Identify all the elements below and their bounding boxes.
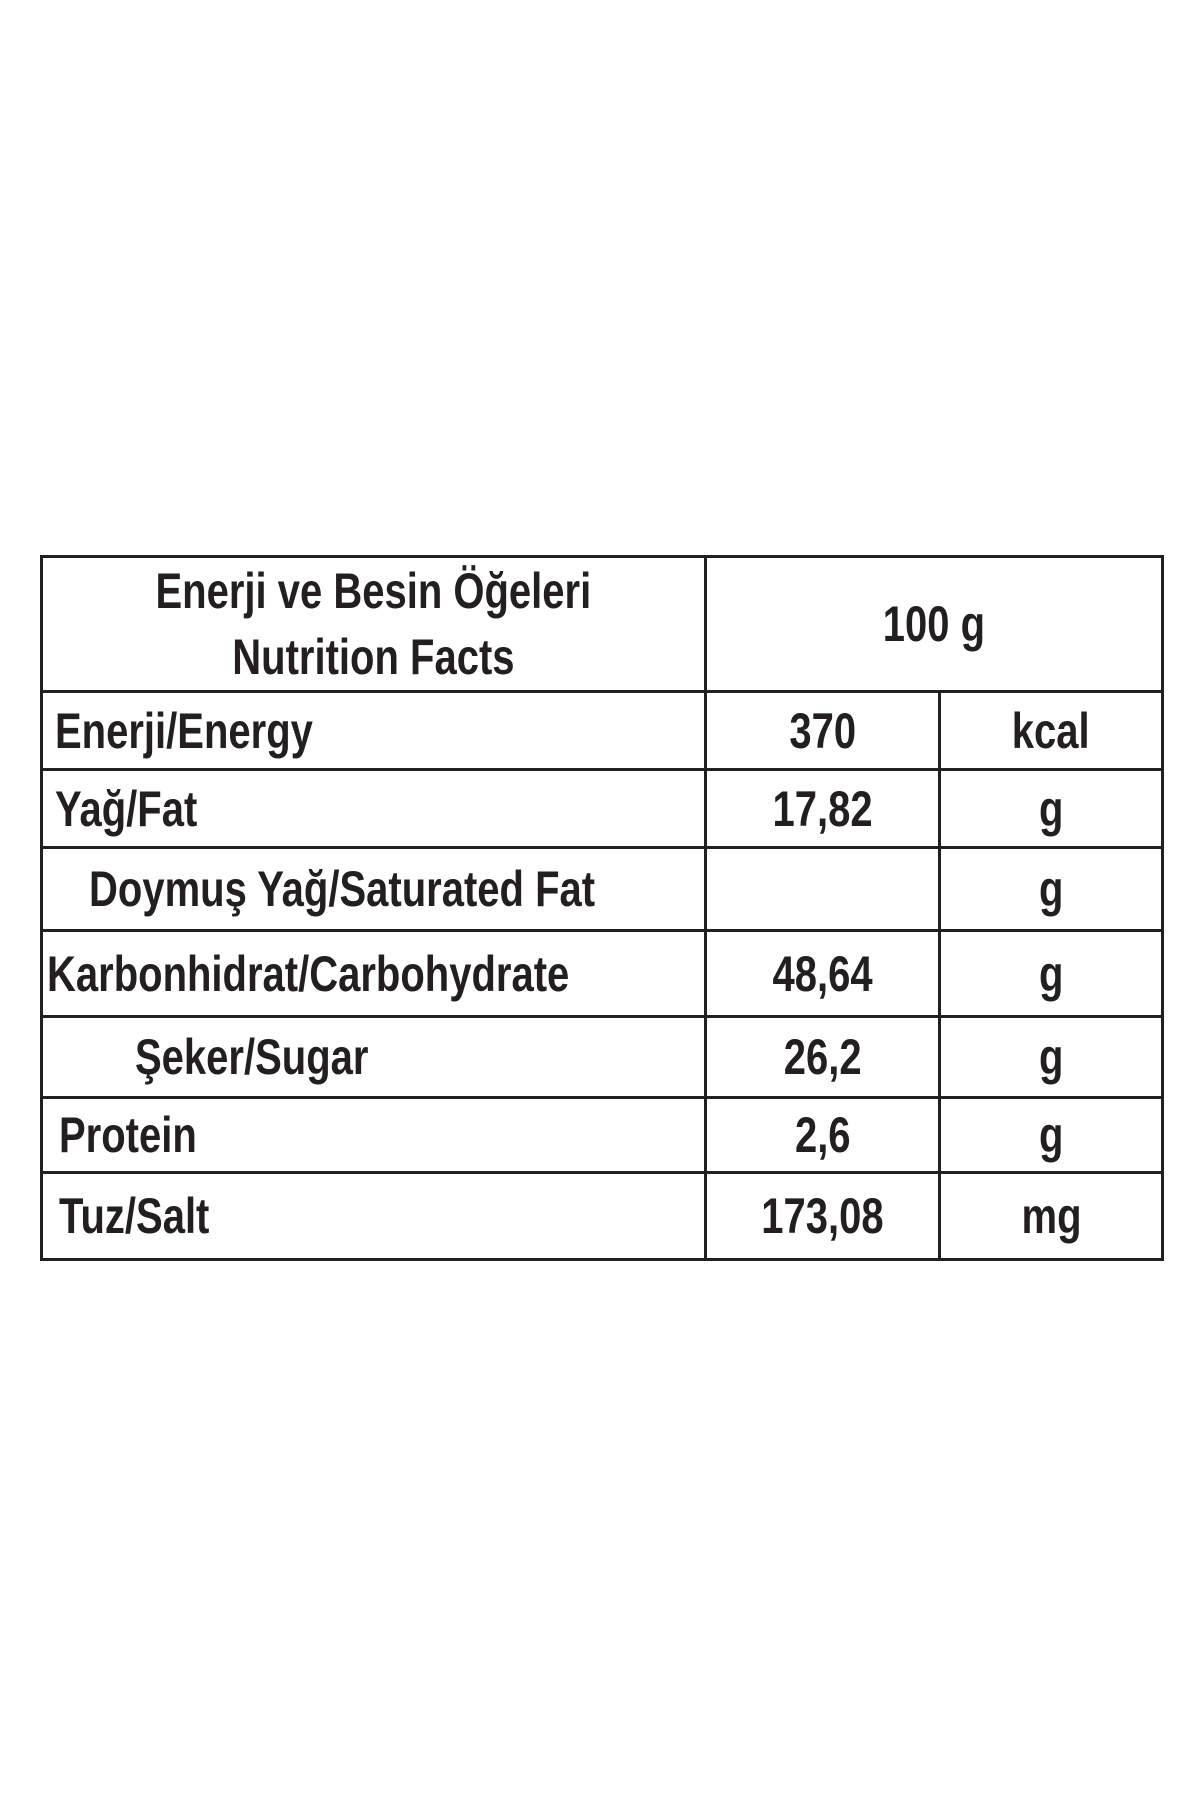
nutrient-unit-cell: g [937,1015,1165,1099]
nutrient-label: Tuz/Salt [59,1188,210,1244]
nutrient-value-cell: 48,64 [704,929,941,1018]
nutrient-value-cell: 370 [704,690,941,771]
nutrient-unit: g [1038,1107,1064,1163]
nutrient-row: Yağ/Fat 17,82 g [40,768,1165,849]
header-amount-cell: 100 g [703,555,1165,693]
nutrition-table: Enerji ve Besin Öğeleri Nutrition Facts … [40,555,1165,1261]
nutrient-label: Doymuş Yağ/Saturated Fat [89,861,596,917]
nutrient-unit: mg [1021,1188,1081,1244]
nutrient-value: 2,6 [794,1107,851,1163]
nutrient-label: Yağ/Fat [55,780,198,837]
nutrient-value-cell: 173,08 [704,1171,941,1261]
nutrient-label: Karbonhidrat/Carbohydrate [47,945,570,1002]
nutrient-value-cell: 17,82 [704,768,941,849]
header-title-line: Enerji ve Besin Öğeleri [155,563,592,619]
nutrient-value-cell [704,846,941,932]
nutrient-unit: kcal [1012,702,1090,759]
nutrient-value: 17,82 [772,780,873,837]
nutrient-row: Karbonhidrat/Carbohydrate 48,64 g [40,929,1165,1018]
nutrient-unit-cell: g [937,846,1165,932]
nutrient-value: 26,2 [783,1029,862,1085]
nutrient-unit: g [1038,861,1064,917]
nutrient-row: Şeker/Sugar 26,2 g [40,1015,1165,1099]
nutrient-value: 173,08 [761,1188,884,1244]
nutrient-value-cell: 26,2 [704,1015,941,1099]
nutrient-label-cell: Karbonhidrat/Carbohydrate [40,929,707,1018]
nutrient-unit-cell: g [937,929,1165,1018]
nutrient-row: Protein 2,6 g [40,1096,1165,1174]
nutrient-unit: g [1038,945,1064,1002]
nutrient-value-cell: 2,6 [704,1096,941,1174]
header-title-cell: Enerji ve Besin Öğeleri Nutrition Facts [40,555,707,693]
nutrient-label-cell: Protein [40,1096,707,1174]
nutrient-label-cell: Şeker/Sugar [40,1015,707,1099]
nutrient-label-cell: Yağ/Fat [40,768,707,849]
nutrient-label: Protein [59,1107,197,1163]
nutrient-row: Tuz/Salt 173,08 mg [40,1171,1165,1261]
nutrient-unit-cell: mg [937,1171,1165,1261]
nutrient-label-cell: Doymuş Yağ/Saturated Fat [40,846,707,932]
nutrient-value: 370 [789,702,856,759]
nutrient-unit: g [1038,780,1064,837]
nutrient-unit: g [1038,1029,1064,1085]
header-row: Enerji ve Besin Öğeleri Nutrition Facts … [40,555,1165,693]
nutrient-row: Doymuş Yağ/Saturated Fat g [40,846,1165,932]
header-title-line: Nutrition Facts [232,629,515,685]
nutrient-label-cell: Tuz/Salt [40,1171,707,1261]
nutrient-unit-cell: g [937,768,1165,849]
nutrient-value: 48,64 [772,945,873,1002]
nutrient-row: Enerji/Energy 370 kcal [40,690,1165,771]
nutrient-label-cell: Enerji/Energy [40,690,707,771]
nutrient-unit-cell: g [937,1096,1165,1174]
nutrient-label: Enerji/Energy [55,702,313,759]
nutrient-label: Şeker/Sugar [135,1029,369,1085]
nutrient-unit-cell: kcal [937,690,1165,771]
header-amount: 100 g [882,596,986,652]
